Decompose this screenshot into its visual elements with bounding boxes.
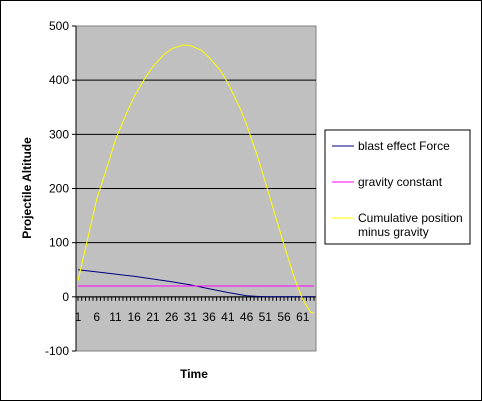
x-tick-label: 11 bbox=[109, 310, 122, 324]
x-tick-label: 36 bbox=[202, 310, 216, 324]
y-axis-title: Projectile Altitude bbox=[20, 137, 34, 239]
legend-label-blast: blast effect Force bbox=[358, 139, 450, 153]
x-tick-label: 1 bbox=[75, 310, 82, 324]
y-tick-label: -100 bbox=[45, 344, 69, 358]
x-tick-label: 51 bbox=[259, 310, 273, 324]
legend-label-cumulative-line1: Cumulative position bbox=[358, 211, 463, 225]
y-tick-label: 400 bbox=[49, 73, 69, 87]
x-tick-label: 6 bbox=[93, 310, 100, 324]
x-tick-label: 21 bbox=[146, 310, 160, 324]
x-tick-label: 46 bbox=[240, 310, 254, 324]
x-tick-label: 61 bbox=[296, 310, 310, 324]
x-axis-title: Time bbox=[180, 367, 208, 381]
legend: blast effect Force gravity constant Cumu… bbox=[324, 129, 471, 245]
x-tick-label: 31 bbox=[184, 310, 198, 324]
series-line-0 bbox=[77, 269, 314, 298]
series-line-2 bbox=[77, 44, 315, 314]
y-tick-label: 500 bbox=[49, 19, 69, 33]
legend-label-cumulative-line2: minus gravity bbox=[358, 225, 429, 239]
y-tick-label: 100 bbox=[49, 236, 69, 250]
x-tick-label: 16 bbox=[128, 310, 142, 324]
legend-box bbox=[324, 129, 471, 245]
x-tick-label: 26 bbox=[165, 310, 179, 324]
y-tick-label: 0 bbox=[62, 290, 69, 304]
y-tick-label: 300 bbox=[49, 127, 69, 141]
x-tick-label: 56 bbox=[277, 310, 291, 324]
legend-label-cumulative: Cumulative position minus gravity bbox=[358, 211, 466, 239]
legend-label-gravity: gravity constant bbox=[358, 175, 443, 189]
x-tick-label: 41 bbox=[221, 310, 235, 324]
y-tick-label: 200 bbox=[49, 182, 69, 196]
